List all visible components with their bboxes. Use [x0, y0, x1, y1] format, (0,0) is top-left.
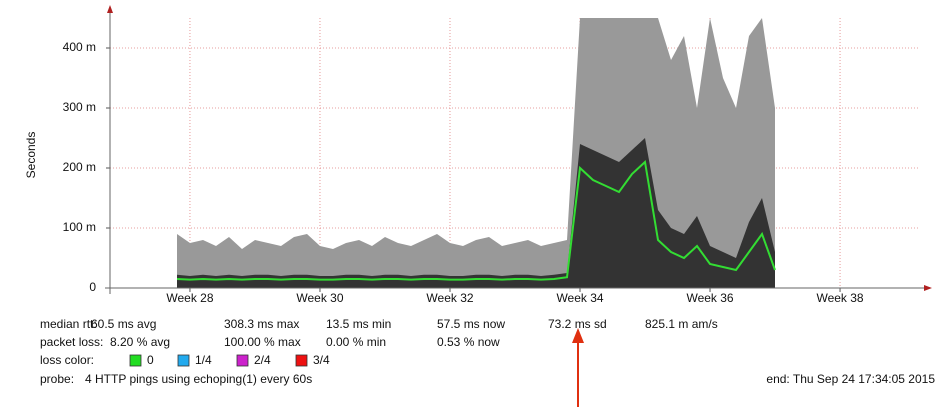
stat-label: packet loss: — [40, 335, 103, 349]
stat-label: loss color: — [40, 353, 94, 367]
y-tick-label: 100 m — [63, 220, 96, 234]
median-line — [176, 160, 776, 281]
y-tick-label: 300 m — [63, 100, 96, 114]
stat: 13.5 ms min — [326, 317, 391, 331]
stat: 73.2 ms sd — [548, 317, 607, 331]
end-time: end: Thu Sep 24 17:34:05 2015 — [766, 372, 935, 386]
loss-label: 2/4 — [254, 353, 271, 367]
stat: 0.00 % min — [326, 335, 386, 349]
loss-swatch — [236, 354, 249, 367]
x-tick-label: Week 28 — [166, 291, 213, 305]
loss-label: 0 — [147, 353, 154, 367]
x-axis-arrow — [924, 285, 932, 291]
loss-label: 3/4 — [313, 353, 330, 367]
y-axis-label: Seconds — [24, 132, 38, 179]
y-tick-label: 200 m — [63, 160, 96, 174]
x-tick-label: Week 36 — [686, 291, 733, 305]
loss-label: 1/4 — [195, 353, 212, 367]
x-tick-label: Week 32 — [426, 291, 473, 305]
probe-text: 4 HTTP pings using echoping(1) every 60s — [85, 372, 312, 386]
stat: 825.1 m am/s — [645, 317, 718, 331]
x-tick-label: Week 30 — [296, 291, 343, 305]
y-tick-label: 0 — [89, 280, 96, 294]
smoke-area — [177, 138, 775, 288]
y-axis-arrow — [107, 5, 113, 13]
stat: 308.3 ms max — [224, 317, 299, 331]
loss-swatch — [177, 354, 190, 367]
stat: 0.53 % now — [437, 335, 500, 349]
stat-label: probe: — [40, 372, 74, 386]
stat-label: median rtt: — [40, 317, 97, 331]
stat: 8.20 % avg — [110, 335, 170, 349]
stat: 57.5 ms now — [437, 317, 505, 331]
x-tick-label: Week 38 — [816, 291, 863, 305]
y-tick-label: 400 m — [63, 40, 96, 54]
stat: 60.5 ms avg — [91, 317, 156, 331]
loss-swatch — [129, 354, 142, 367]
annotation-arrow — [572, 328, 584, 407]
stat: 100.00 % max — [224, 335, 301, 349]
arrow-head — [572, 328, 584, 343]
x-tick-label: Week 34 — [556, 291, 603, 305]
loss-swatch — [295, 354, 308, 367]
